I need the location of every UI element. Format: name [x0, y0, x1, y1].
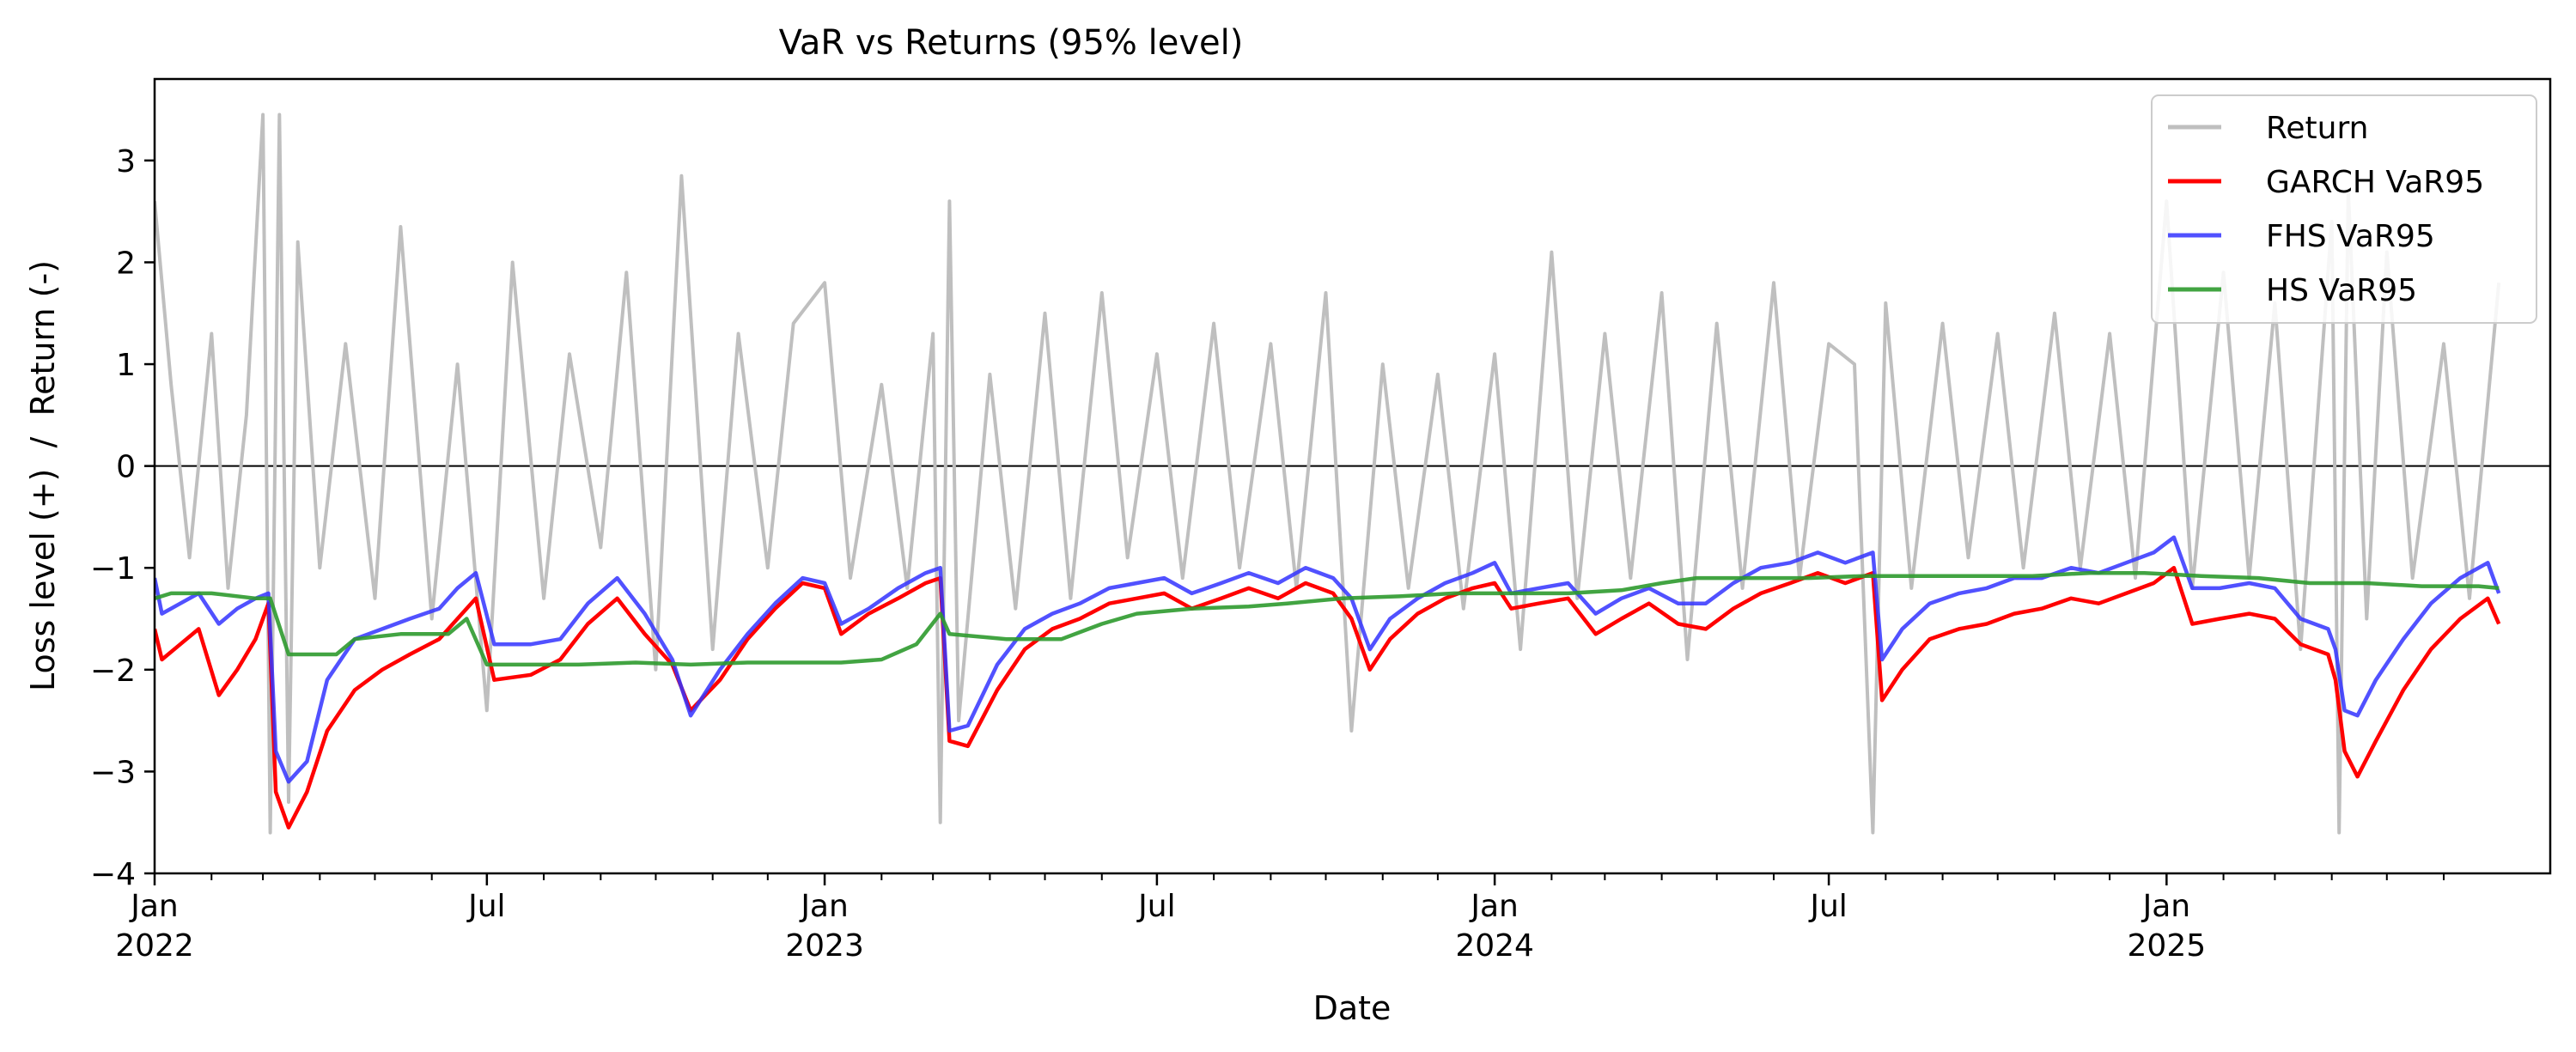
series-line-hs-var95 — [155, 570, 2500, 667]
plot-frame — [153, 77, 2552, 875]
x-axis: Jan 2022 Jul Jan 2023 Jul Jan 2024 Jul Jan 2025 — [115, 873, 2445, 964]
y-tick-label: −1 — [90, 551, 136, 587]
x-tick-label: Jul — [1136, 889, 1175, 924]
legend-label: FHS VaR95 — [2266, 219, 2435, 254]
legend: Return GARCH VaR95 FHS VaR95 HS VaR95 — [2151, 94, 2537, 324]
x-tick-label: Jan — [129, 889, 179, 924]
x-tick-year-label: 2022 — [115, 928, 194, 964]
chart-title: VaR vs Returns (95% level) — [779, 23, 1244, 63]
x-axis-label: Date — [1313, 989, 1392, 1027]
x-tick-year-label: 2025 — [2128, 928, 2207, 964]
y-tick-label: 3 — [116, 144, 136, 179]
x-tick-label: Jan — [799, 889, 849, 924]
y-tick-label: 1 — [116, 348, 136, 383]
legend-label: Return — [2266, 111, 2368, 146]
y-tick-label: 0 — [116, 450, 136, 485]
y-tick-label: −3 — [90, 755, 136, 790]
x-tick-year-label: 2023 — [785, 928, 864, 964]
legend-label: HS VaR95 — [2266, 273, 2417, 308]
y-axis: −4 −3 −2 −1 0 1 2 3 — [90, 144, 155, 892]
series-line-return — [155, 112, 2501, 835]
x-tick-label: Jul — [1808, 889, 1847, 924]
x-tick-label: Jul — [466, 889, 505, 924]
y-tick-label: −4 — [90, 857, 136, 892]
series-line-fhs-var95 — [155, 535, 2501, 784]
legend-box — [2151, 94, 2537, 324]
series-layer — [155, 112, 2501, 835]
x-tick-label: Jan — [1469, 889, 1519, 924]
y-axis-label: Loss level (+) / Return (-) — [24, 260, 62, 691]
y-tick-label: −2 — [90, 654, 136, 689]
x-tick-year-label: 2024 — [1455, 928, 1534, 964]
legend-label: GARCH VaR95 — [2266, 165, 2484, 200]
series-line-garch-var95 — [155, 565, 2501, 830]
y-tick-label: 2 — [116, 246, 136, 281]
x-tick-label: Jan — [2141, 889, 2191, 924]
